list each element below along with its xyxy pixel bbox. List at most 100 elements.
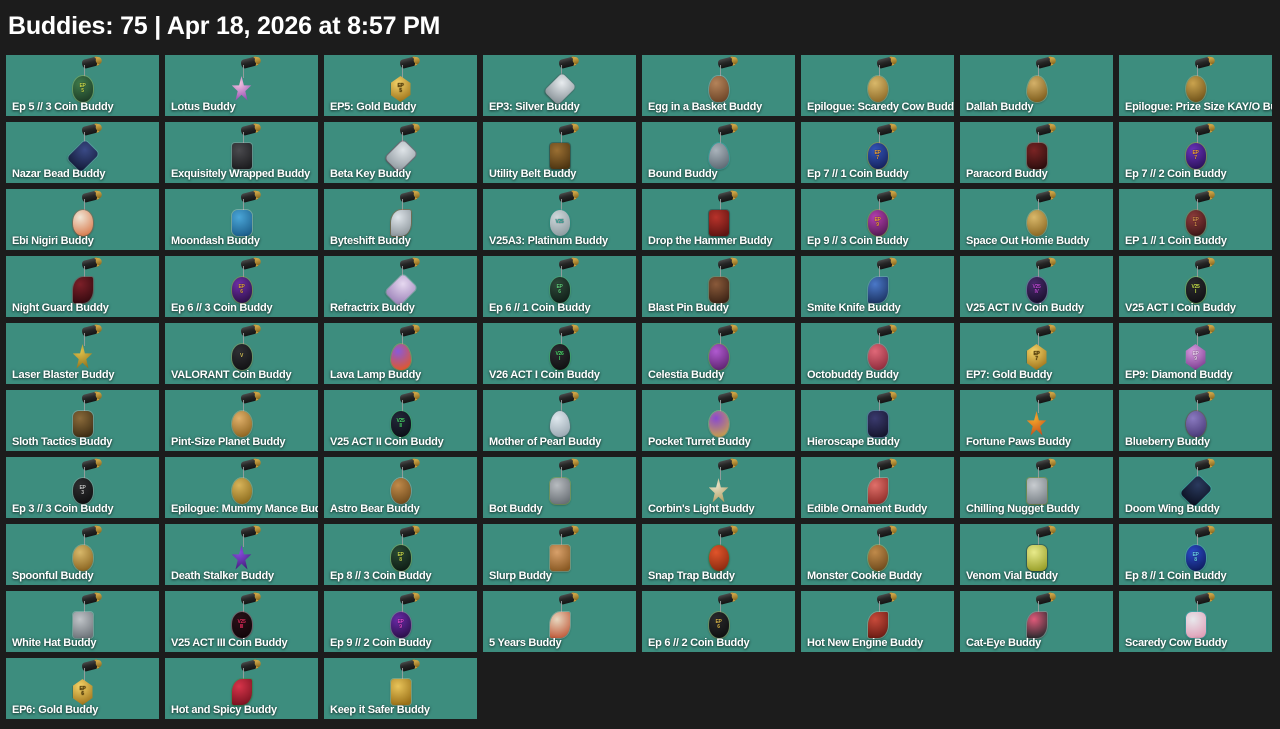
buddy-card-label: Monster Cookie Buddy [807, 569, 922, 582]
buddy-card[interactable]: Cat-Eye Buddy [960, 591, 1113, 652]
buddy-card[interactable]: EP 7 Ep 7 // 1 Coin Buddy [801, 122, 954, 183]
buddy-card[interactable]: Octobuddy Buddy [801, 323, 954, 384]
buddy-clip-icon [557, 323, 578, 338]
buddy-card[interactable]: Celestia Buddy [642, 323, 795, 384]
buddy-body [867, 344, 888, 370]
buddy-card[interactable]: Death Stalker Buddy [165, 524, 318, 585]
buddy-card[interactable]: EP3: Silver Buddy [483, 55, 636, 116]
buddy-card[interactable]: EP 5 EP5: Gold Buddy [324, 55, 477, 116]
buddy-card[interactable]: V25 II V25 ACT II Coin Buddy [324, 390, 477, 451]
buddy-card-label: Utility Belt Buddy [489, 167, 577, 180]
buddy-card[interactable]: EP 7 Ep 7 // 2 Coin Buddy [1119, 122, 1272, 183]
buddy-card[interactable]: Dallah Buddy [960, 55, 1113, 116]
buddy-card[interactable]: EP 3 Ep 3 // 3 Coin Buddy [6, 457, 159, 518]
buddy-string [878, 199, 880, 212]
buddy-string [1196, 132, 1198, 145]
buddy-body: EP 6 [72, 679, 93, 705]
buddy-card[interactable]: Monster Cookie Buddy [801, 524, 954, 585]
buddy-card[interactable]: EP 8 Ep 8 // 3 Coin Buddy [324, 524, 477, 585]
buddy-card[interactable]: EP 8 Ep 8 // 1 Coin Buddy [1119, 524, 1272, 585]
buddy-card[interactable]: EP 6 Ep 6 // 2 Coin Buddy [642, 591, 795, 652]
buddy-card[interactable]: EP 9 EP9: Diamond Buddy [1119, 323, 1272, 384]
buddy-card[interactable]: Slurp Buddy [483, 524, 636, 585]
buddy-card[interactable]: Nazar Bead Buddy [6, 122, 159, 183]
buddy-body [549, 612, 570, 638]
buddy-card[interactable]: Drop the Hammer Buddy [642, 189, 795, 250]
buddy-card[interactable]: Lotus Buddy [165, 55, 318, 116]
buddy-card[interactable]: Doom Wing Buddy [1119, 457, 1272, 518]
buddy-card[interactable]: V25 V25A3: Platinum Buddy [483, 189, 636, 250]
buddy-card[interactable]: Mother of Pearl Buddy [483, 390, 636, 451]
buddy-card[interactable]: Pocket Turret Buddy [642, 390, 795, 451]
buddy-card[interactable]: Byteshift Buddy [324, 189, 477, 250]
buddy-card[interactable]: Moondash Buddy [165, 189, 318, 250]
buddy-card[interactable]: EP 6 Ep 6 // 3 Coin Buddy [165, 256, 318, 317]
buddy-card[interactable]: Keep it Safer Buddy [324, 658, 477, 719]
buddy-string [242, 534, 244, 547]
buddy-card[interactable]: EP 1 EP 1 // 1 Coin Buddy [1119, 189, 1272, 250]
buddy-card[interactable]: Exquisitely Wrapped Buddy [165, 122, 318, 183]
buddy-card[interactable]: EP 9 Ep 9 // 3 Coin Buddy [801, 189, 954, 250]
buddy-string [560, 534, 562, 547]
buddy-body [867, 277, 888, 303]
buddy-card[interactable]: Hot New Engine Buddy [801, 591, 954, 652]
buddy-card[interactable]: White Hat Buddy [6, 591, 159, 652]
buddy-card[interactable]: Spoonful Buddy [6, 524, 159, 585]
buddy-card[interactable]: Hot and Spicy Buddy [165, 658, 318, 719]
buddy-card[interactable]: Beta Key Buddy [324, 122, 477, 183]
buddy-card[interactable]: Laser Blaster Buddy [6, 323, 159, 384]
buddy-card[interactable]: Edible Ornament Buddy [801, 457, 954, 518]
buddy-card[interactable]: Epilogue: Prize Size KAY/O Buddy [1119, 55, 1272, 116]
buddy-coin-text: EP 6 [556, 283, 563, 295]
buddy-card[interactable]: Blast Pin Buddy [642, 256, 795, 317]
buddy-card[interactable]: Pint-Size Planet Buddy [165, 390, 318, 451]
buddy-card[interactable]: Blueberry Buddy [1119, 390, 1272, 451]
buddy-card[interactable]: Scaredy Cow Buddy [1119, 591, 1272, 652]
buddy-card-label: Hieroscape Buddy [807, 435, 900, 448]
buddy-card[interactable]: Epilogue: Mummy Mance Buddy [165, 457, 318, 518]
buddy-clip-icon [557, 591, 578, 606]
buddy-card[interactable]: Space Out Homie Buddy [960, 189, 1113, 250]
buddy-card[interactable]: EP 5 Ep 5 // 3 Coin Buddy [6, 55, 159, 116]
buddy-card[interactable]: Astro Bear Buddy [324, 457, 477, 518]
buddy-clip-icon [875, 323, 896, 338]
buddy-card[interactable]: Bot Buddy [483, 457, 636, 518]
buddy-card[interactable]: V25 IV V25 ACT IV Coin Buddy [960, 256, 1113, 317]
buddy-card-label: V25A3: Platinum Buddy [489, 234, 608, 247]
buddy-string [401, 601, 403, 614]
buddy-card[interactable]: Fortune Paws Buddy [960, 390, 1113, 451]
buddy-card-label: White Hat Buddy [12, 636, 97, 649]
buddy-coin-text: EP 3 [79, 484, 86, 496]
buddy-card[interactable]: Smite Knife Buddy [801, 256, 954, 317]
buddy-card-label: Ep 7 // 2 Coin Buddy [1125, 167, 1227, 180]
buddy-card[interactable]: EP 6 Ep 6 // 1 Coin Buddy [483, 256, 636, 317]
buddy-card[interactable]: V25 I V25 ACT I Coin Buddy [1119, 256, 1272, 317]
buddy-string [401, 132, 403, 145]
buddy-string [1196, 333, 1198, 346]
buddy-card[interactable]: Venom Vial Buddy [960, 524, 1113, 585]
buddy-card[interactable]: Lava Lamp Buddy [324, 323, 477, 384]
buddy-card[interactable]: EP 6 EP6: Gold Buddy [6, 658, 159, 719]
buddy-card[interactable]: EP 7 EP7: Gold Buddy [960, 323, 1113, 384]
buddy-card[interactable]: Utility Belt Buddy [483, 122, 636, 183]
buddy-card[interactable]: Bound Buddy [642, 122, 795, 183]
buddy-coin-text: EP 8 [397, 551, 404, 563]
buddy-card[interactable]: Night Guard Buddy [6, 256, 159, 317]
buddy-card[interactable]: Corbin's Light Buddy [642, 457, 795, 518]
buddy-card[interactable]: Paracord Buddy [960, 122, 1113, 183]
buddy-card[interactable]: V25 III V25 ACT III Coin Buddy [165, 591, 318, 652]
buddy-card[interactable]: EP 9 Ep 9 // 2 Coin Buddy [324, 591, 477, 652]
buddy-card[interactable]: Epilogue: Scaredy Cow Buddy [801, 55, 954, 116]
buddy-card[interactable]: Snap Trap Buddy [642, 524, 795, 585]
buddy-card[interactable]: Refractrix Buddy [324, 256, 477, 317]
buddy-body [390, 344, 411, 370]
buddy-card[interactable]: V26 I V26 ACT I Coin Buddy [483, 323, 636, 384]
buddy-card[interactable]: Ebi Nigiri Buddy [6, 189, 159, 250]
buddy-card[interactable]: 5 Years Buddy [483, 591, 636, 652]
buddy-card[interactable]: Egg in a Basket Buddy [642, 55, 795, 116]
buddy-card[interactable]: Sloth Tactics Buddy [6, 390, 159, 451]
buddy-card[interactable]: Hieroscape Buddy [801, 390, 954, 451]
buddy-string [719, 534, 721, 547]
buddy-card[interactable]: Chilling Nugget Buddy [960, 457, 1113, 518]
buddy-card[interactable]: V VALORANT Coin Buddy [165, 323, 318, 384]
